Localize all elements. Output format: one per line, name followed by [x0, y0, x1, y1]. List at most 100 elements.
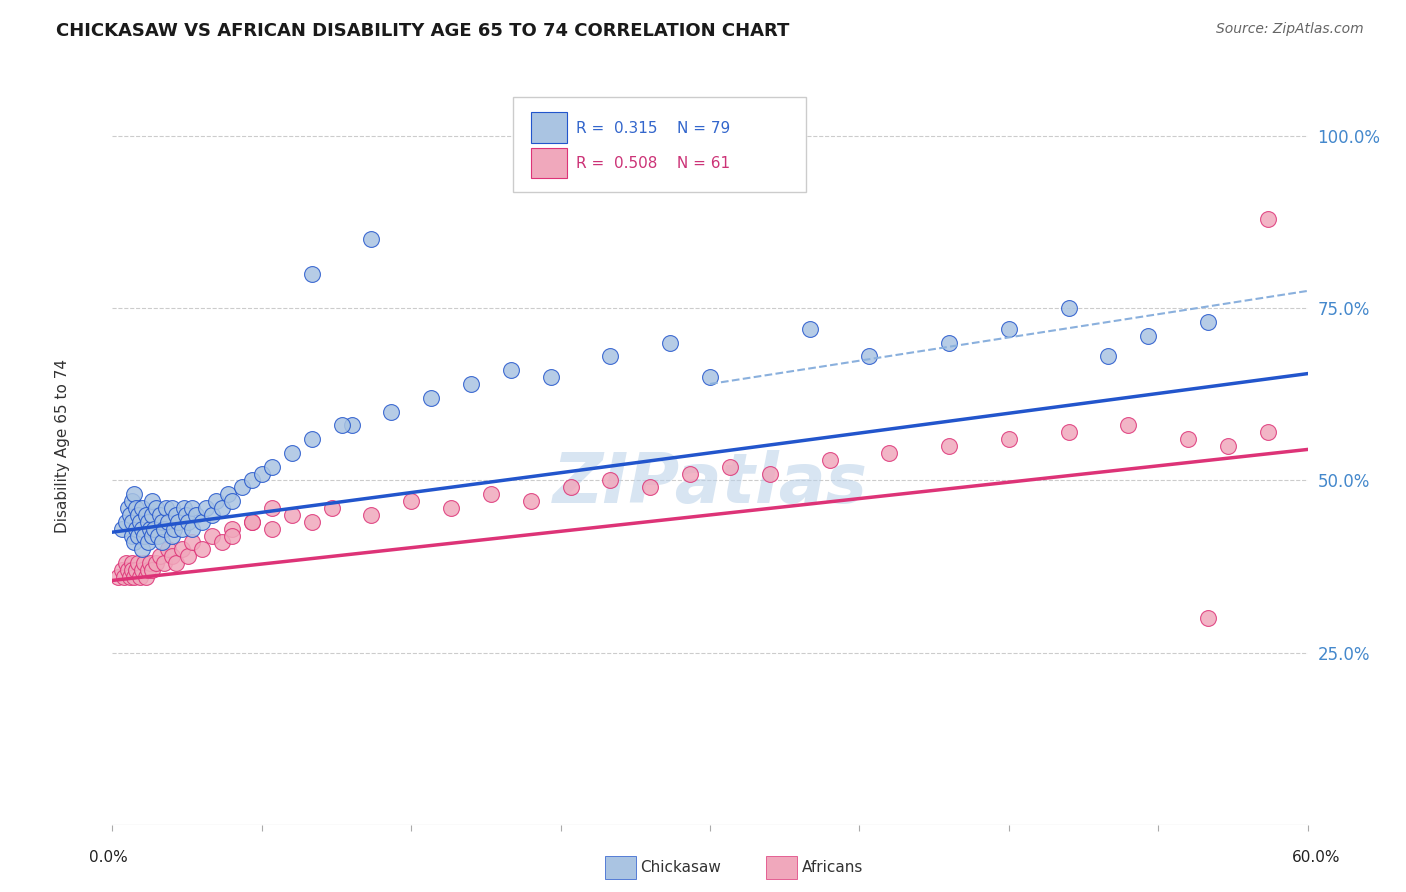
Point	[250, 467, 273, 481]
Point	[139, 522, 162, 536]
Point	[157, 515, 180, 529]
Point	[121, 494, 143, 508]
Point	[1097, 350, 1119, 364]
Point	[221, 522, 243, 536]
Point	[1057, 425, 1080, 440]
Point	[659, 335, 682, 350]
Point	[127, 528, 149, 542]
Point	[129, 515, 152, 529]
Point	[121, 556, 143, 570]
Point	[135, 508, 157, 522]
Text: Disability Age 65 to 74: Disability Age 65 to 74	[55, 359, 70, 533]
Point	[167, 515, 190, 529]
Point	[149, 549, 172, 564]
Point	[117, 563, 139, 577]
Point	[858, 350, 880, 364]
Point	[186, 508, 208, 522]
Point	[165, 556, 187, 570]
Point	[181, 522, 204, 536]
Text: R =  0.508    N = 61: R = 0.508 N = 61	[576, 156, 730, 170]
Point	[340, 418, 363, 433]
Point	[440, 501, 463, 516]
Point	[124, 487, 146, 501]
Point	[127, 556, 149, 570]
Point	[135, 570, 157, 584]
Point	[499, 363, 522, 377]
Point	[240, 474, 263, 488]
FancyBboxPatch shape	[513, 97, 806, 192]
Point	[115, 515, 138, 529]
Bar	[531, 112, 567, 143]
Point	[129, 570, 152, 584]
Point	[211, 535, 233, 549]
Point	[201, 508, 224, 522]
Text: ZIPatlas: ZIPatlas	[553, 450, 868, 517]
Point	[120, 570, 142, 584]
Text: Africans: Africans	[801, 860, 863, 874]
Point	[221, 528, 243, 542]
Point	[138, 535, 160, 549]
Point	[111, 563, 134, 577]
Point	[127, 508, 149, 522]
Point	[195, 501, 218, 516]
Point	[301, 267, 323, 281]
Point	[134, 556, 156, 570]
Point	[162, 549, 183, 564]
Point	[1257, 211, 1279, 226]
Text: 0.0%: 0.0%	[89, 850, 128, 865]
Point	[998, 322, 1021, 336]
Point	[131, 563, 153, 577]
Point	[281, 508, 304, 522]
Point	[125, 501, 148, 516]
Point	[125, 563, 148, 577]
Text: Chickasaw: Chickasaw	[640, 860, 721, 874]
Point	[141, 494, 163, 508]
Point	[121, 528, 143, 542]
Point	[134, 528, 156, 542]
Point	[191, 515, 214, 529]
Point	[145, 501, 167, 516]
Point	[211, 501, 233, 516]
Point	[818, 452, 841, 467]
Text: Source: ZipAtlas.com: Source: ZipAtlas.com	[1216, 22, 1364, 37]
Point	[1257, 425, 1279, 440]
Point	[141, 508, 163, 522]
Point	[360, 232, 382, 246]
Text: R =  0.315    N = 79: R = 0.315 N = 79	[576, 120, 731, 136]
Point	[460, 376, 482, 391]
Point	[115, 556, 138, 570]
Point	[124, 570, 146, 584]
Point	[121, 563, 143, 577]
Point	[153, 522, 176, 536]
Point	[301, 515, 323, 529]
Point	[124, 535, 146, 549]
Point	[139, 556, 162, 570]
Point	[107, 570, 129, 584]
Point	[153, 556, 176, 570]
Point	[141, 563, 163, 577]
Point	[520, 494, 543, 508]
Point	[163, 522, 186, 536]
Point	[1216, 439, 1239, 453]
Bar	[531, 148, 567, 178]
Point	[162, 528, 183, 542]
Point	[240, 515, 263, 529]
Point	[260, 459, 283, 474]
Point	[173, 501, 195, 516]
Point	[260, 501, 283, 516]
Point	[260, 522, 283, 536]
Point	[540, 370, 562, 384]
Point	[150, 535, 173, 549]
Point	[938, 439, 960, 453]
Point	[1118, 418, 1140, 433]
Point	[111, 522, 134, 536]
Point	[759, 467, 782, 481]
Point	[114, 570, 135, 584]
Point	[177, 515, 200, 529]
Point	[125, 522, 148, 536]
Point	[1057, 301, 1080, 315]
Point	[201, 528, 224, 542]
Point	[131, 522, 153, 536]
Point	[143, 522, 166, 536]
Point	[120, 508, 142, 522]
